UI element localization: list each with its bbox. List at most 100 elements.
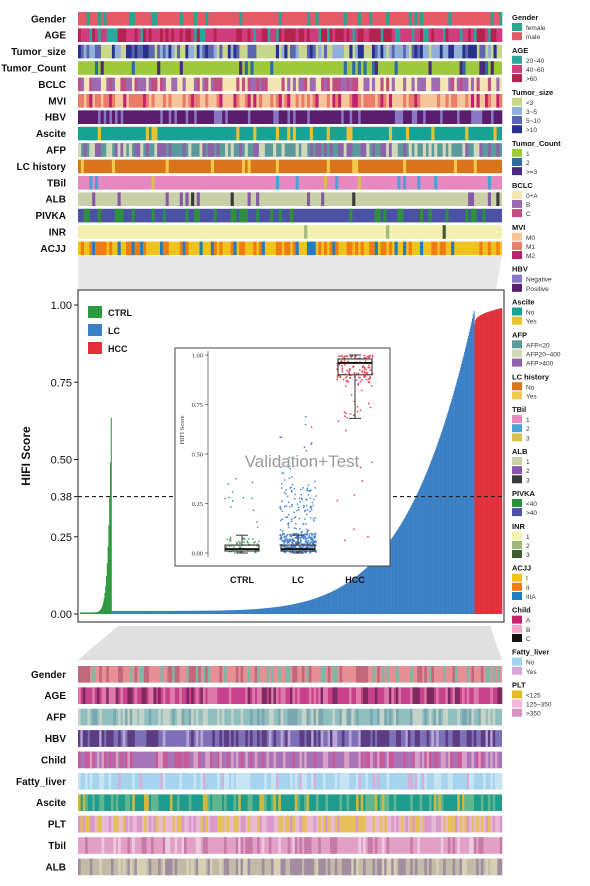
score-bar [375, 557, 377, 614]
legend-item-label: 3 [526, 552, 530, 559]
score-bar [475, 319, 477, 614]
inset-point [248, 538, 250, 540]
legend-swatch [512, 498, 522, 507]
inset-point [371, 356, 374, 359]
score-bar [461, 361, 463, 614]
score-bar [371, 562, 373, 614]
score-bar [500, 308, 502, 614]
inset-point [283, 551, 286, 553]
score-bar [260, 608, 262, 614]
score-bar [273, 607, 275, 614]
score-bar [365, 568, 367, 614]
top-heatmap-label: AGE [44, 31, 66, 42]
score-bar [367, 566, 369, 614]
score-bar [327, 593, 329, 614]
legend-item-label: 2 [526, 426, 530, 433]
score-bar [317, 597, 319, 614]
inset-point [295, 537, 298, 540]
hifi-score-chart: 0.00 0.25 0.38 0.50 0.75 1.00 HIFI Score CTRL… [19, 289, 505, 623]
inset-point [343, 360, 346, 362]
score-bar [164, 610, 166, 614]
score-bar [448, 409, 450, 614]
score-bar [209, 610, 211, 614]
legend-swatch [512, 349, 522, 358]
score-bar [102, 602, 104, 614]
score-bar [366, 567, 368, 614]
inset-point [310, 532, 313, 535]
top-heatmap-track [78, 241, 502, 256]
legend-item-label: II [526, 585, 530, 592]
inset-point [363, 371, 366, 374]
inset-point [297, 508, 300, 511]
inset-point [310, 541, 313, 544]
legend-item-label: >60 [526, 76, 537, 83]
score-bar [457, 376, 459, 614]
inset-point [281, 472, 284, 475]
bars-hcc [474, 308, 503, 614]
inset-point [296, 509, 298, 512]
inset-point [336, 374, 339, 377]
bottom-heatmap-track [78, 794, 502, 811]
score-bar [377, 556, 379, 614]
legend-item-label: 20~40 [526, 58, 545, 65]
legend-group-title: ACJJ [512, 564, 531, 573]
score-bar [196, 610, 198, 614]
inset-point [252, 509, 255, 512]
score-bar [202, 610, 204, 614]
score-bar [304, 601, 306, 614]
inset-point [308, 489, 311, 492]
bottom-heatmap-track [78, 858, 503, 876]
score-bar [322, 595, 324, 614]
inset-point [306, 513, 308, 516]
score-bar [404, 517, 406, 614]
score-bar [91, 612, 93, 614]
score-bar [425, 474, 427, 614]
score-bar [367, 566, 369, 614]
inset-point [226, 538, 229, 541]
inset-point [235, 477, 237, 480]
score-bar [359, 573, 361, 614]
score-bar [412, 501, 414, 614]
score-bar [356, 575, 358, 614]
bottom-heatmap-track [78, 666, 502, 683]
score-bar [489, 311, 491, 614]
score-bar [332, 591, 334, 614]
legend-item-label: >10 [526, 127, 537, 134]
score-bar [439, 436, 441, 614]
inset-point [279, 528, 282, 531]
inset-point [363, 370, 366, 373]
score-bar [358, 574, 360, 614]
score-bar [136, 610, 138, 614]
inset-point [290, 518, 293, 521]
score-bar [131, 610, 133, 614]
inset-point [307, 543, 310, 545]
inset-point [367, 355, 370, 358]
score-bar [434, 449, 436, 614]
inset-point [303, 536, 305, 539]
legend-item-label: <125 [526, 692, 541, 699]
legend-item-label: No [526, 310, 535, 317]
inset-point [314, 532, 317, 535]
score-bar [435, 447, 437, 614]
score-bar [449, 404, 451, 614]
score-bar [373, 560, 375, 614]
score-bar [211, 610, 213, 614]
score-bar [237, 609, 239, 614]
score-bar [483, 313, 485, 614]
score-bar [298, 603, 300, 614]
legend-swatch [512, 592, 522, 600]
y-tick-label: 0.38 [51, 492, 72, 504]
legend-swatch [512, 573, 522, 582]
inset-point [349, 368, 351, 371]
inset-point [344, 539, 346, 542]
legend-group-title: Tumor_Count [512, 139, 561, 148]
inset-point [353, 528, 356, 531]
score-bar [117, 610, 119, 614]
inset-point [242, 496, 245, 499]
score-bar [345, 583, 347, 614]
score-bar [251, 609, 253, 614]
inset-point [368, 381, 371, 383]
score-bar [319, 596, 321, 614]
inset-point [356, 410, 359, 413]
legend-group-title: ALB [512, 447, 528, 456]
